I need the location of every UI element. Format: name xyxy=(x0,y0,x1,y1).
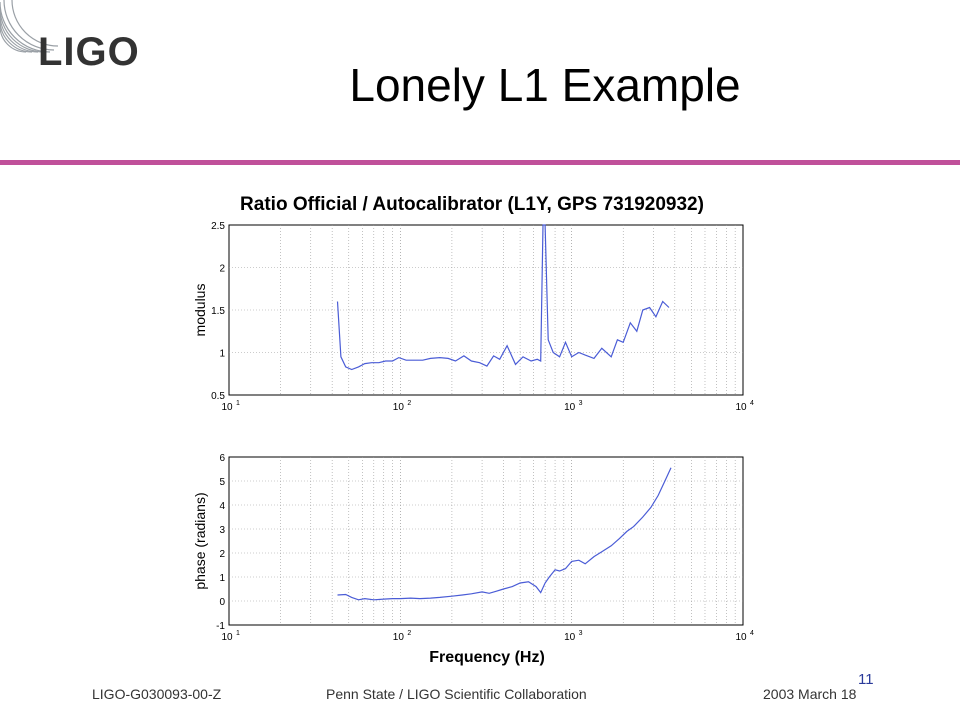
x-tick-label: 10 xyxy=(735,632,747,643)
footer-collaboration: Penn State / LIGO Scientific Collaborati… xyxy=(326,686,587,702)
y-tick-label: 1.5 xyxy=(211,306,225,317)
y-tick-label: 3 xyxy=(219,525,225,536)
phase-y-label: phase (radians) xyxy=(192,492,208,589)
x-tick-exponent: 4 xyxy=(750,400,754,407)
y-tick-label: 0 xyxy=(219,597,225,608)
y-tick-label: 4 xyxy=(219,501,225,512)
y-tick-label: 2 xyxy=(219,549,225,560)
modulus-series-line xyxy=(336,224,670,371)
x-tick-exponent: 1 xyxy=(236,400,240,407)
x-tick-label: 10 xyxy=(735,402,747,413)
title-divider xyxy=(0,160,960,165)
ligo-logo-arcs xyxy=(0,0,59,53)
x-tick-exponent: 1 xyxy=(236,630,240,637)
x-tick-exponent: 4 xyxy=(750,630,754,637)
y-tick-label: 0.5 xyxy=(211,391,225,402)
x-tick-exponent: 3 xyxy=(579,630,583,637)
phase-grid xyxy=(229,457,743,625)
modulus-plot-frame xyxy=(228,224,744,396)
x-tick-label: 10 xyxy=(393,402,405,413)
modulus-y-ticks: 0.5 1 1.5 2 2.5 xyxy=(211,221,225,402)
y-tick-label: 1 xyxy=(219,573,225,584)
phase-x-ticks: 10 1 10 2 10 3 10 4 xyxy=(221,630,754,643)
phase-x-label: Frequency (Hz) xyxy=(429,649,545,666)
modulus-y-label: modulus xyxy=(192,284,208,337)
phase-y-ticks: -1 0 1 2 3 4 5 6 xyxy=(216,453,225,632)
x-tick-label: 10 xyxy=(564,402,576,413)
phase-series-line xyxy=(337,467,672,601)
y-tick-label: 2 xyxy=(219,264,225,275)
modulus-grid xyxy=(229,225,743,395)
y-tick-label: 2.5 xyxy=(211,221,225,232)
y-tick-label: 5 xyxy=(219,477,225,488)
ligo-logo: LIGO xyxy=(38,30,140,74)
y-tick-label: 6 xyxy=(219,453,225,464)
x-tick-label: 10 xyxy=(393,632,405,643)
x-tick-exponent: 3 xyxy=(579,400,583,407)
modulus-panel: 0.511.522.5 10 1 10 2 10 3 10 4 modulus xyxy=(192,221,754,413)
x-tick-exponent: 2 xyxy=(407,630,411,637)
x-tick-label: 10 xyxy=(564,632,576,643)
y-tick-label: -1 xyxy=(216,621,225,632)
footer-date: 2003 March 18 xyxy=(763,686,857,702)
x-tick-label: 10 xyxy=(221,632,233,643)
ratio-chart-figure: Ratio Official / Autocalibrator (L1Y, GP… xyxy=(192,194,754,666)
footer-document-id: LIGO-G030093-00-Z xyxy=(92,686,222,702)
slide-title: Lonely L1 Example xyxy=(349,59,741,111)
modulus-x-ticks: 10 1 10 2 10 3 10 4 xyxy=(221,400,754,413)
chart-title: Ratio Official / Autocalibrator (L1Y, GP… xyxy=(240,194,704,215)
x-tick-exponent: 2 xyxy=(407,400,411,407)
phase-plot-frame xyxy=(228,456,744,626)
page-number: 11 xyxy=(858,671,874,688)
x-tick-label: 10 xyxy=(221,402,233,413)
y-tick-label: 1 xyxy=(219,349,225,360)
